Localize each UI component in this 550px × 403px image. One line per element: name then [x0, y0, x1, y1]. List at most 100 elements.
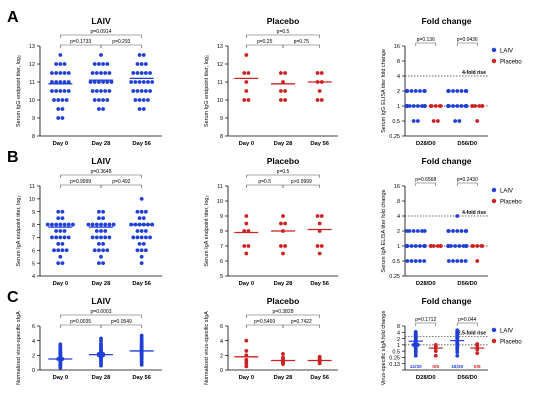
data-point — [244, 221, 249, 226]
data-point — [62, 80, 67, 84]
x-tick-label: Day 28 — [274, 375, 293, 381]
data-point — [455, 328, 460, 333]
data-point — [62, 71, 67, 75]
y-axis-label: Serum IgA endpoint titer, log₂ — [16, 195, 22, 266]
data-point — [422, 259, 427, 263]
significance-label: p=0.5469 — [254, 319, 275, 325]
significance-label: p=0.0914 — [91, 29, 112, 35]
y-tick-label: 12 — [217, 62, 223, 68]
data-point — [92, 80, 97, 84]
y-axis-label: Normalized virus-specific sIgA — [16, 311, 22, 385]
data-point — [242, 98, 247, 102]
y-tick-label: 1 — [397, 343, 400, 349]
y-tick-label: 4 — [220, 339, 223, 345]
data-point — [62, 222, 67, 227]
data-point — [279, 71, 283, 75]
significance-label: p=0.5 — [258, 179, 271, 185]
data-point — [464, 89, 469, 93]
y-axis-label: Virus-specific sIgA fold change — [381, 311, 387, 386]
data-point — [101, 209, 105, 214]
significance-label: p=0.492 — [112, 179, 130, 185]
data-point — [58, 71, 63, 75]
data-point — [139, 333, 144, 338]
data-point — [433, 342, 438, 347]
data-point — [88, 80, 93, 84]
data-point — [99, 71, 103, 75]
data-point — [317, 251, 322, 256]
significance-label: p=0.0035 — [70, 319, 91, 325]
data-point — [99, 222, 103, 227]
data-point — [453, 119, 458, 123]
data-point — [56, 216, 61, 221]
data-point — [404, 229, 409, 233]
chart-title: Fold change — [421, 16, 471, 26]
data-point — [244, 338, 249, 343]
data-point — [242, 71, 247, 75]
y-tick-label: 8 — [397, 324, 400, 330]
x-tick-label: D28/D0 — [416, 375, 436, 381]
significance-label: p=0.136 — [417, 37, 435, 43]
data-point — [54, 80, 59, 84]
data-point — [319, 244, 324, 248]
data-point — [244, 214, 249, 218]
data-point — [101, 261, 105, 266]
data-point — [422, 244, 427, 248]
data-point — [141, 80, 146, 84]
x-tick-label: D56/D0 — [457, 375, 477, 381]
legend-marker — [491, 327, 497, 333]
data-point — [56, 241, 61, 246]
chart-title: Fold change — [421, 156, 471, 166]
data-point — [435, 119, 440, 123]
data-point — [451, 229, 455, 233]
data-point — [90, 235, 95, 240]
data-point — [139, 229, 144, 233]
data-point — [413, 89, 418, 93]
x-tick-label: D28/D0 — [416, 281, 436, 287]
data-point — [281, 214, 285, 218]
data-point — [60, 216, 65, 221]
data-point — [281, 351, 285, 356]
data-point — [315, 98, 320, 102]
data-point — [103, 71, 108, 75]
data-point — [418, 89, 422, 93]
data-point — [319, 98, 324, 102]
data-point — [105, 98, 110, 102]
data-point — [137, 216, 142, 221]
data-point — [246, 244, 251, 248]
data-point — [446, 229, 451, 233]
data-point — [459, 259, 464, 263]
data-point — [62, 229, 67, 233]
data-point — [475, 119, 480, 123]
y-tick-label: 9 — [220, 116, 223, 122]
significance-label: p>0.9999 — [291, 179, 312, 185]
data-point — [101, 241, 105, 246]
data-point — [139, 235, 144, 240]
data-point — [50, 222, 54, 227]
data-point — [90, 89, 95, 93]
data-point — [105, 62, 110, 66]
chart-title: LAIV — [91, 296, 111, 306]
data-point — [62, 89, 67, 93]
data-point — [101, 248, 105, 253]
data-point — [97, 216, 101, 221]
y-tick-label: 5 — [220, 274, 223, 280]
y-tick-label: 7 — [220, 244, 223, 250]
data-point — [103, 222, 108, 227]
data-point — [411, 229, 416, 233]
legend-label: Placebo — [500, 59, 522, 65]
significance-label: p=0.6568 — [415, 177, 436, 183]
data-point — [90, 71, 95, 75]
data-point — [58, 222, 63, 227]
data-point — [60, 261, 65, 266]
data-point — [143, 248, 148, 253]
data-point — [139, 62, 144, 66]
y-tick-label: 8 — [32, 134, 35, 140]
data-point — [137, 107, 142, 111]
data-point — [101, 216, 105, 221]
data-point — [137, 53, 142, 57]
y-tick-label: 13 — [217, 44, 223, 50]
data-point — [94, 89, 99, 93]
group-count-label: 12/30 — [410, 364, 422, 370]
data-point — [143, 62, 148, 66]
